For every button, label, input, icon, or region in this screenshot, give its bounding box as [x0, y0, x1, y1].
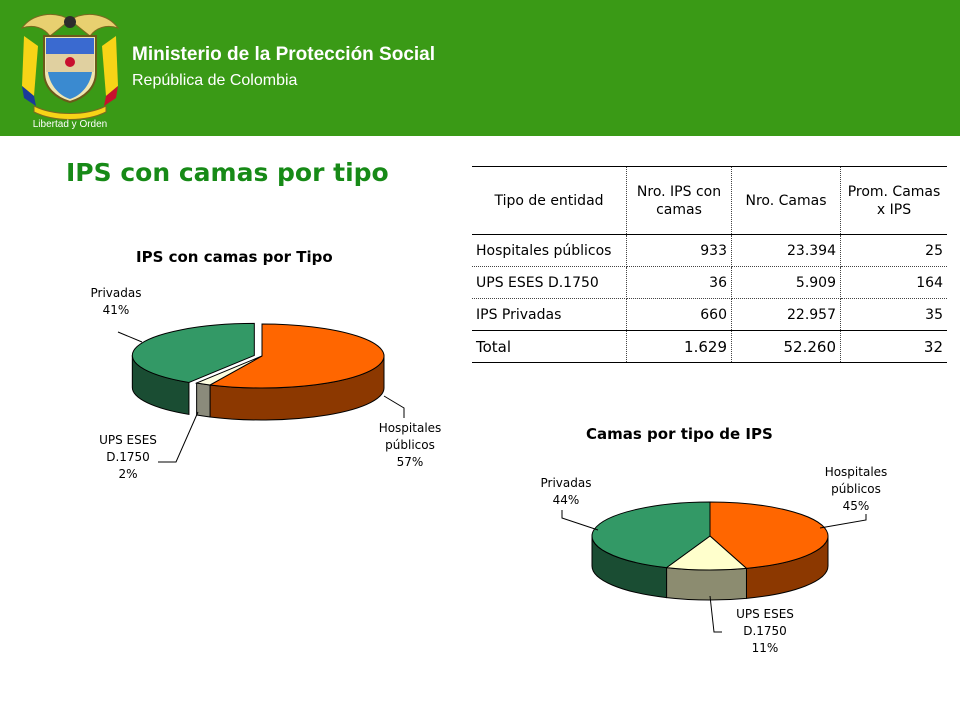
- table-row: UPS ESES D.1750 36 5.909 164: [472, 266, 947, 299]
- chart2-title: Camas por tipo de IPS: [586, 425, 773, 443]
- table-cell: 1.629: [626, 330, 732, 363]
- table-cell: 36: [626, 266, 732, 299]
- table-row-label: UPS ESES D.1750: [472, 266, 627, 299]
- chart2-leader-line: [819, 514, 867, 529]
- chart2-slice-1: [665, 535, 748, 571]
- chart1-label-privadas: Privadas 41%: [90, 286, 142, 317]
- ips-table: Tipo de entidad Nro. IPS con camas Nro. Ca…: [472, 166, 947, 363]
- table-row: Total 1.629 52.260 32: [472, 330, 947, 363]
- table-cell: 52.260: [731, 330, 841, 363]
- chart1-leader-line: [383, 395, 405, 418]
- table-cell: 660: [626, 298, 732, 331]
- chart1-label-hospitales: Hospitales públicos 57%: [378, 421, 442, 469]
- table-row-label: Total: [472, 330, 627, 363]
- table-header-cell: Nro. Camas: [731, 166, 841, 235]
- table-header-cell: Nro. IPS con camas: [626, 166, 732, 235]
- table-header-row: Tipo de entidad Nro. IPS con camas Nro. Ca…: [472, 166, 947, 235]
- coat-of-arms-logo: Libertad y Orden: [20, 13, 120, 130]
- chart2-label-hospitales: Hospitales públicos 45%: [824, 465, 888, 513]
- table-row-label: Hospitales públicos: [472, 234, 627, 267]
- chart1-leader-line: [158, 411, 199, 463]
- table-row: Hospitales públicos 933 23.394 25: [472, 234, 947, 267]
- chart2-label-ups: UPS ESES D.1750 11%: [736, 607, 794, 655]
- chart2-leader-line: [561, 510, 599, 531]
- chart2-slice-0: [709, 501, 829, 569]
- chart1-label-ups: UPS ESES D.1750 2%: [99, 433, 157, 481]
- table-cell: 23.394: [731, 234, 841, 267]
- chart2-slice-2: [591, 501, 711, 569]
- table-cell: 164: [840, 266, 947, 299]
- table-cell: 25: [840, 234, 947, 267]
- chart2-leader-line: [709, 595, 722, 633]
- table-cell: 5.909: [731, 266, 841, 299]
- page-title: IPS con camas por tipo: [66, 158, 389, 187]
- chart1-leader-line: [117, 331, 143, 343]
- chart1-slice-1: [194, 355, 263, 386]
- table-cell: 933: [626, 234, 732, 267]
- table-header-cell: Tipo de entidad: [472, 166, 627, 235]
- chart1-title: IPS con camas por Tipo: [136, 248, 333, 266]
- chart2-label-privadas: Privadas 44%: [540, 476, 592, 507]
- chart2-slice-side: [666, 567, 747, 601]
- chart1-slice-0: [208, 323, 385, 389]
- ministry-title: Ministerio de la Protección Social: [132, 44, 436, 65]
- table-header-cell: Prom. Camas x IPS: [840, 166, 947, 235]
- svg-text:Libertad y Orden: Libertad y Orden: [33, 119, 108, 130]
- header-band: Libertad y Orden Ministerio de la Protec…: [0, 0, 960, 136]
- table-cell: 32: [840, 330, 947, 363]
- ministry-subtitle: República de Colombia: [132, 72, 298, 89]
- chart1-slice-2: [131, 322, 255, 383]
